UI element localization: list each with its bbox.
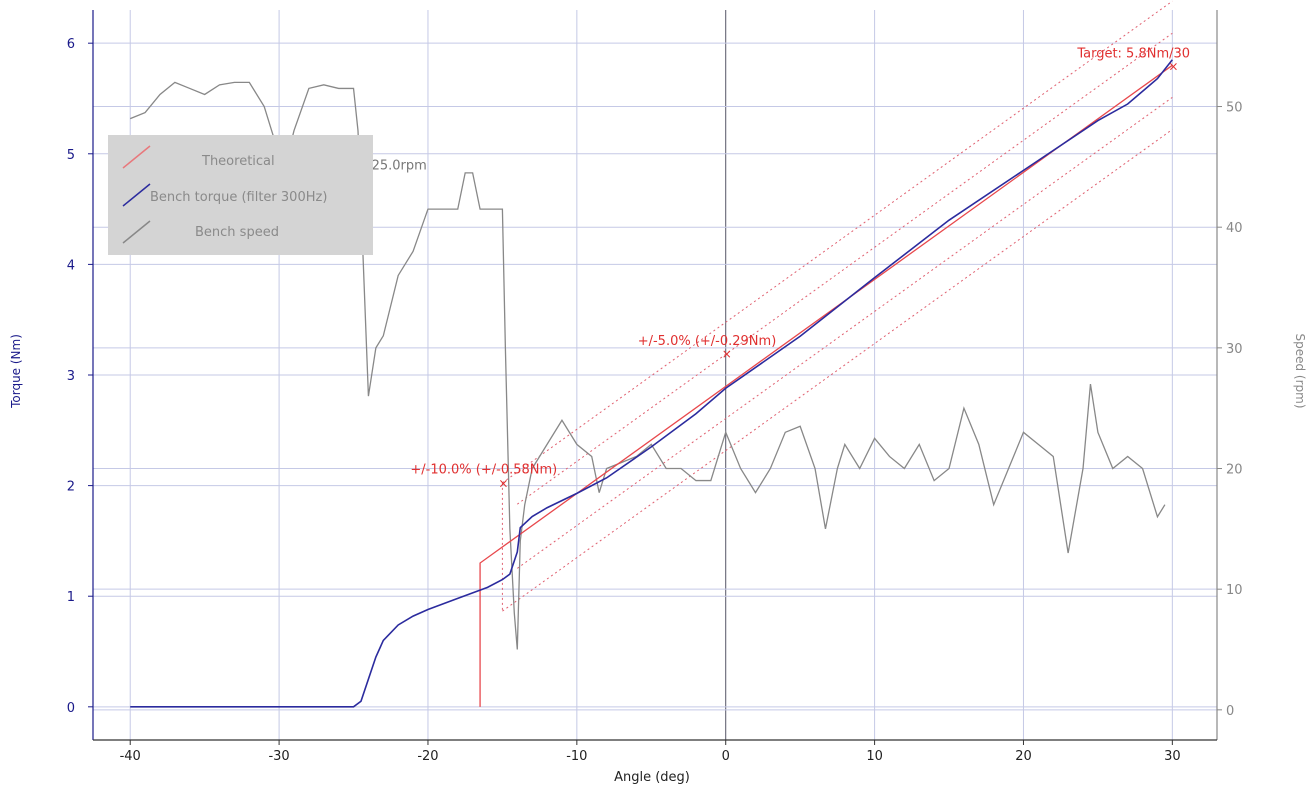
x-tick-label: 10 — [866, 749, 883, 764]
tolerance-bands — [501, 0, 1173, 612]
x-axis-label: Angle (deg) — [614, 770, 690, 785]
y-tick-label-left: 2 — [67, 480, 75, 495]
x-tick-label: -30 — [268, 749, 289, 764]
annotation-marker: × — [498, 476, 508, 490]
series-layer — [129, 59, 1173, 708]
y-tick-label-left: 6 — [67, 37, 75, 52]
annotation-marker: × — [1168, 59, 1178, 73]
legend-label-bench-torque: Bench torque (filter 300Hz) — [150, 190, 327, 205]
y-tick-label-right: 40 — [1226, 221, 1243, 236]
grid — [93, 10, 1217, 740]
tolerance-band-lower — [502, 129, 1173, 612]
tolerance-band-upper — [516, 32, 1173, 505]
y-tick-label-left: 0 — [67, 701, 75, 716]
series-line-bench-speed — [129, 81, 1166, 650]
y-axis-label-right: Speed (rpm) — [1293, 333, 1307, 408]
annotation-label: +/-5.0% (+/-0.29Nm) — [638, 334, 777, 349]
y-tick-label-right: 50 — [1226, 101, 1243, 116]
x-tick-label: -40 — [120, 749, 141, 764]
x-tick-label: -20 — [417, 749, 438, 764]
legend-swatch-bench-speed — [122, 220, 151, 244]
legend-label-bench-speed: Bench speed — [195, 225, 279, 240]
legend-box — [108, 135, 373, 255]
y-tick-label-right: 0 — [1226, 704, 1234, 719]
tolerance-band-lower — [516, 96, 1173, 569]
series-line-theoretical — [479, 64, 1173, 707]
annotation-label: +/-10.0% (+/-0.58Nm) — [410, 462, 557, 477]
y-tick-label-right: 10 — [1226, 583, 1243, 598]
series-line-bench-torque-filter-300hz — [130, 59, 1173, 708]
y-tick-label-left: 4 — [67, 258, 75, 273]
annotation-marker: × — [722, 347, 732, 361]
legend: Theoretical Bench torque (filter 300Hz) … — [108, 135, 373, 255]
annotation-label: Target: 5.8Nm/30 — [1076, 46, 1190, 61]
tolerance-band-upper — [502, 0, 1173, 484]
legend-label-theoretical: Theoretical — [201, 154, 275, 169]
x-tick-label: 20 — [1015, 749, 1032, 764]
x-tick-label: -10 — [566, 749, 587, 764]
x-tick-label: 30 — [1164, 749, 1181, 764]
y-tick-label-left: 5 — [67, 148, 75, 163]
legend-swatch-theoretical — [122, 145, 151, 169]
legend-swatch-bench-torque — [122, 183, 151, 207]
y-tick-label-right: 20 — [1226, 463, 1243, 478]
y-tick-label-left: 3 — [67, 369, 75, 384]
y-axis-label-left: Torque (Nm) — [9, 334, 23, 409]
axes: -40 -30 -20 -10 0 10 20 30 0 1 2 3 4 5 6 0 10 20 30 40 50 — [67, 10, 1243, 764]
x-tick-label: 0 — [722, 749, 730, 764]
y-tick-label-left: 1 — [67, 590, 75, 605]
y-tick-label-right: 30 — [1226, 342, 1243, 357]
annotations: ×Target: 5.8Nm/30×+/-5.0% (+/-0.29Nm)×+/… — [256, 46, 1190, 490]
